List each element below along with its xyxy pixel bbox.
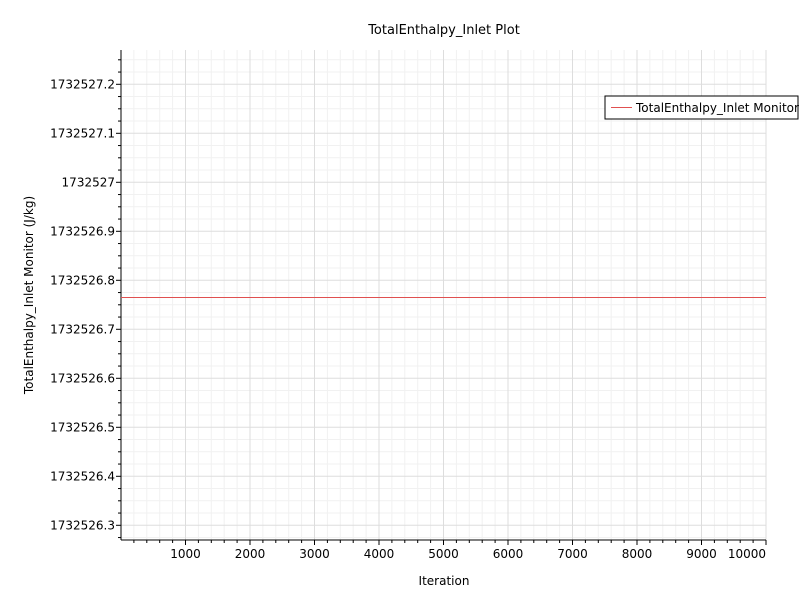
x-tick-label: 7000 xyxy=(557,547,588,561)
y-tick-label: 1732527.1 xyxy=(50,126,115,140)
legend-box xyxy=(604,95,799,120)
y-ticks: 1732526.3 1732526.4 1732526.5 1732526.6 1732… xyxy=(50,59,121,539)
x-tick-label: 5000 xyxy=(428,547,459,561)
x-ticks: 1000 2000 3000 4000 5000 6000 7000 8000 9000 1000… xyxy=(133,540,767,561)
x-tick-label: 10000 xyxy=(728,547,766,561)
x-tick-label: 4000 xyxy=(364,547,395,561)
x-tick-label: 3000 xyxy=(299,547,330,561)
legend: TotalEnthalpy_Inlet Monitor xyxy=(604,95,799,120)
x-tick-label: 1000 xyxy=(170,547,201,561)
x-tick-label: 8000 xyxy=(622,547,653,561)
y-tick-label: 1732527.2 xyxy=(50,77,115,91)
legend-label: TotalEnthalpy_Inlet Monitor xyxy=(635,101,799,115)
x-tick-label: 2000 xyxy=(235,547,266,561)
y-tick-label: 1732527 xyxy=(62,175,115,189)
y-tick-label: 1732526.6 xyxy=(50,371,115,385)
chart-title: TotalEnthalpy_Inlet Plot xyxy=(367,23,520,38)
y-tick-label: 1732526.5 xyxy=(50,420,115,434)
y-tick-label: 1732526.9 xyxy=(50,224,115,238)
x-tick-label: 9000 xyxy=(686,547,717,561)
x-tick-label: 6000 xyxy=(493,547,524,561)
x-axis-title: Iteration xyxy=(419,574,470,588)
y-axis-title: TotalEnthalpy_Inlet Monitor (J/kg) xyxy=(22,196,36,395)
y-tick-label: 1732526.3 xyxy=(50,518,115,532)
y-tick-label: 1732526.8 xyxy=(50,273,115,287)
y-tick-label: 1732526.7 xyxy=(50,322,115,336)
y-tick-label: 1732526.4 xyxy=(50,469,115,483)
grid xyxy=(121,50,767,540)
